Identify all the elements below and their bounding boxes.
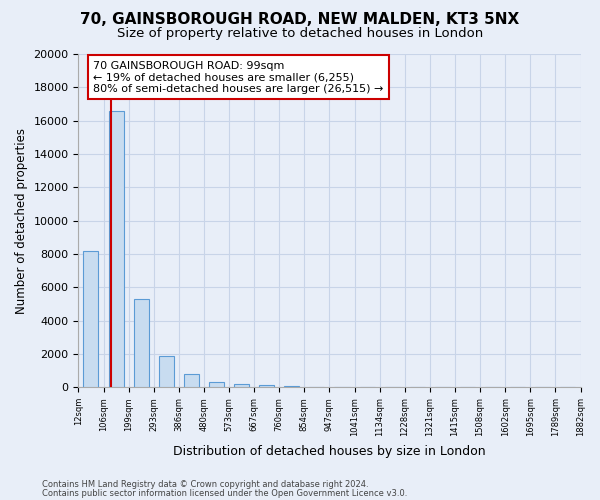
Bar [159,356,174,388]
X-axis label: Distribution of detached houses by size in London: Distribution of detached houses by size … [173,444,486,458]
Bar [259,385,274,388]
Bar [209,382,224,388]
Text: Size of property relative to detached houses in London: Size of property relative to detached ho… [117,28,483,40]
Text: Contains HM Land Registry data © Crown copyright and database right 2024.: Contains HM Land Registry data © Crown c… [42,480,368,489]
Bar [284,386,299,388]
Bar [83,250,98,388]
Bar [134,299,149,388]
Y-axis label: Number of detached properties: Number of detached properties [15,128,28,314]
Text: Contains public sector information licensed under the Open Government Licence v3: Contains public sector information licen… [42,488,407,498]
Text: 70 GAINSBOROUGH ROAD: 99sqm
← 19% of detached houses are smaller (6,255)
80% of : 70 GAINSBOROUGH ROAD: 99sqm ← 19% of det… [94,60,384,94]
Bar [234,384,249,388]
Bar [184,374,199,388]
Text: 70, GAINSBOROUGH ROAD, NEW MALDEN, KT3 5NX: 70, GAINSBOROUGH ROAD, NEW MALDEN, KT3 5… [80,12,520,28]
Bar [109,110,124,388]
